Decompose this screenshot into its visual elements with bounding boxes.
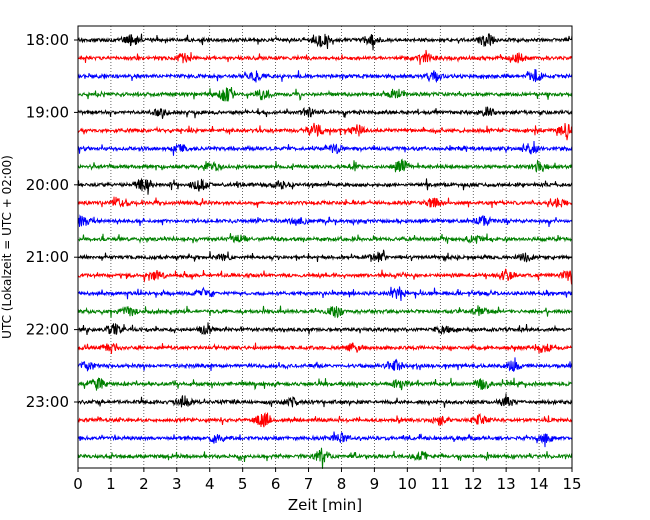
- x-tick-label: 9: [370, 475, 380, 493]
- x-tick-label: 11: [431, 475, 450, 493]
- x-tick-label: 2: [139, 475, 149, 493]
- trace-line: [77, 69, 573, 84]
- y-tick-label: 18:00: [26, 31, 69, 49]
- trace-line: [77, 322, 573, 336]
- trace-line: [77, 49, 573, 65]
- trace-line: [77, 214, 573, 228]
- x-tick-label: 5: [238, 475, 248, 493]
- trace-line: [77, 268, 573, 285]
- x-tick-label: 4: [205, 475, 215, 493]
- x-tick-label: 13: [497, 475, 516, 493]
- x-tick-label: 15: [562, 475, 581, 493]
- y-tick-label: 19:00: [26, 103, 69, 121]
- trace-line: [77, 87, 573, 102]
- x-tick-label: 10: [398, 475, 417, 493]
- x-tick-label: 14: [530, 475, 549, 493]
- x-axis-label: Zeit [min]: [288, 496, 362, 514]
- trace-line: [77, 140, 573, 156]
- y-tick-label: 20:00: [26, 176, 69, 194]
- trace-line: [77, 158, 573, 173]
- trace-line: [77, 106, 573, 119]
- trace-line: [77, 286, 573, 301]
- trace-line: [77, 431, 573, 448]
- trace-line: [77, 305, 573, 319]
- trace-line: [77, 233, 573, 244]
- x-tick-label: 12: [464, 475, 483, 493]
- trace-line: [78, 393, 573, 408]
- trace-line: [77, 177, 573, 195]
- trace-line: [77, 412, 573, 428]
- y-axis-label: UTC (Lokalzeit = UTC + 02:00): [0, 155, 14, 339]
- axis-ticks: 0 1 2 3 4 5 6 7 8 9 10 11 12 13 14 1518:0019:0020:0021:…: [26, 31, 582, 493]
- traces: [77, 33, 573, 469]
- x-tick-label: 1: [106, 475, 116, 493]
- x-tick-label: 7: [304, 475, 314, 493]
- trace-line: [77, 342, 573, 354]
- y-tick-label: 23:00: [26, 393, 69, 411]
- y-tick-label: 21:00: [26, 248, 69, 266]
- plot-frame: [77, 25, 573, 469]
- y-tick-label: 22:00: [26, 321, 69, 339]
- trace-line: [77, 377, 573, 391]
- x-tick-label: 3: [172, 475, 182, 493]
- x-tick-label: 8: [337, 475, 347, 493]
- trace-line: [77, 196, 573, 209]
- x-tick-label: 6: [271, 475, 281, 493]
- trace-line: [77, 447, 573, 469]
- x-tick-label: 0: [73, 475, 83, 493]
- trace-line: [77, 249, 573, 263]
- trace-line: [77, 122, 573, 141]
- trace-line: [77, 33, 573, 51]
- trace-line: [77, 357, 573, 372]
